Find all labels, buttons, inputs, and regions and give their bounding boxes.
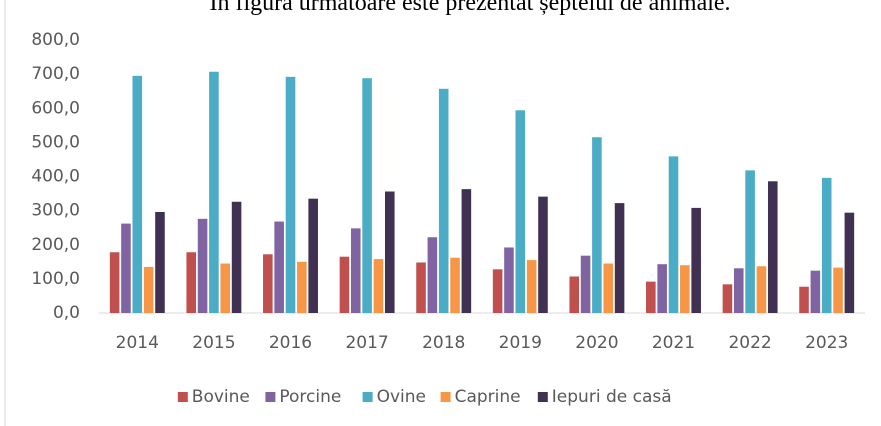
bar [197, 218, 208, 313]
legend-swatch [440, 392, 451, 402]
legend-label: Ovine [377, 387, 426, 407]
bar [733, 268, 744, 313]
bar [121, 223, 131, 313]
legend-label: Caprine [455, 387, 521, 407]
legend-label: Iepuri de casă [552, 387, 672, 407]
bar [504, 247, 514, 313]
chart-title: În figura următoare este prezentat șepte… [209, 0, 730, 16]
legend-swatch [177, 392, 188, 402]
bar [745, 170, 755, 313]
bar [492, 269, 503, 313]
y-tick-label: 200,0 [31, 235, 80, 255]
bar [538, 196, 548, 313]
bar [416, 262, 426, 313]
bar [339, 256, 350, 313]
bar [569, 276, 580, 313]
legend-label: Bovine [192, 387, 250, 407]
legend-swatch [265, 392, 276, 402]
bar [799, 286, 809, 313]
bar [515, 110, 526, 313]
bar [209, 71, 219, 313]
bar [592, 137, 602, 313]
bar [274, 221, 284, 313]
x-tick-label: 2019 [499, 333, 542, 353]
x-tick-label: 2018 [422, 333, 465, 353]
bar [231, 201, 242, 313]
bar [461, 189, 472, 313]
bar [109, 252, 120, 313]
x-tick-label: 2014 [116, 333, 159, 353]
bar [526, 260, 537, 313]
x-tick-label: 2020 [575, 333, 618, 353]
bar [220, 263, 231, 313]
bar [722, 284, 733, 313]
bar [263, 254, 273, 313]
bar [362, 78, 372, 313]
x-tick-label: 2016 [269, 333, 312, 353]
y-tick-label: 0,0 [53, 303, 80, 323]
bar [680, 265, 690, 313]
y-tick-label: 700,0 [31, 64, 80, 84]
bar [614, 203, 625, 313]
bar [308, 198, 318, 313]
chart-frame [4, 0, 6, 426]
bar [155, 211, 165, 313]
bar [297, 261, 307, 313]
x-tick-label: 2021 [652, 333, 695, 353]
bar [833, 267, 843, 313]
legend-label: Porcine [279, 387, 341, 407]
bar [646, 281, 656, 313]
bar [450, 257, 460, 313]
x-tick-label: 2017 [345, 333, 388, 353]
x-tick-label: 2022 [728, 333, 771, 353]
y-tick-label: 600,0 [31, 98, 80, 118]
bar [427, 237, 438, 313]
bar [756, 266, 767, 313]
bar [384, 191, 395, 313]
bar [580, 255, 591, 313]
bar [132, 75, 143, 313]
y-tick-label: 100,0 [31, 269, 80, 289]
bar [844, 212, 855, 313]
legend-swatch [362, 392, 373, 402]
bar [373, 259, 384, 313]
y-tick-label: 800,0 [31, 30, 80, 50]
x-tick-label: 2015 [192, 333, 235, 353]
bar [438, 88, 449, 313]
legend-swatch [537, 392, 548, 402]
bar [143, 266, 154, 313]
bar [821, 177, 832, 313]
bar [668, 156, 679, 313]
bar [691, 207, 701, 313]
bar [350, 228, 361, 313]
y-tick-label: 300,0 [31, 201, 80, 221]
bar [767, 181, 778, 313]
x-tick-label: 2023 [805, 333, 848, 353]
bar [285, 76, 296, 313]
bar [186, 252, 197, 313]
bar [810, 270, 821, 313]
bar [657, 264, 667, 313]
bar [603, 263, 614, 313]
y-tick-label: 400,0 [31, 167, 80, 187]
y-tick-label: 500,0 [31, 132, 80, 152]
